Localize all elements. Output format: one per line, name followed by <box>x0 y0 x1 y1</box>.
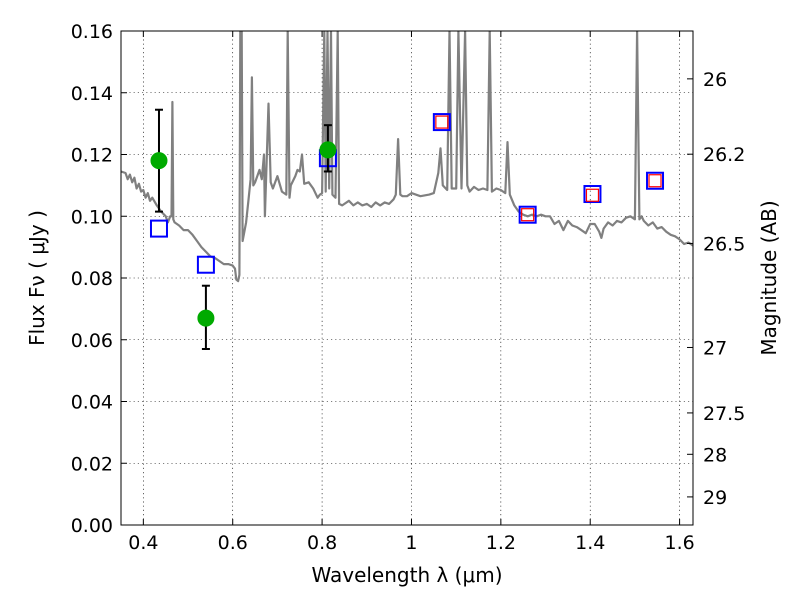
y-tick-label: 0.12 <box>71 145 113 167</box>
right-tick-label: 28 <box>703 444 727 466</box>
y-tick-label: 0.08 <box>71 268 113 290</box>
x-axis-label: Wavelength λ (μm) <box>311 563 502 587</box>
observed-photometry-point <box>197 309 215 327</box>
model-photometry-square <box>646 171 665 190</box>
right-tick-label: 26.2 <box>703 144 745 166</box>
grid-lines <box>121 30 693 526</box>
observed-photometry-point <box>150 152 168 170</box>
model-photometry-square <box>196 255 215 274</box>
spectrum-line <box>121 31 693 283</box>
right-tick-label: 26 <box>703 69 727 91</box>
y-tick-label: 0.04 <box>71 392 113 414</box>
axis-ticks: 0.4 0.6 0.8 1 1.2 1.4 1.6 0.00 0.02 0.04 0.06 0.08 0… <box>71 21 746 554</box>
x-tick-label: 0.6 <box>218 532 248 554</box>
observed-photometry-point <box>319 141 337 159</box>
x-tick-label: 0.4 <box>128 532 158 554</box>
x-tick-label: 0.8 <box>307 532 337 554</box>
right-tick-label: 29 <box>703 487 727 509</box>
x-tick-label: 1 <box>405 532 417 554</box>
right-tick-label: 27 <box>703 337 727 359</box>
y-tick-label: 0.02 <box>71 453 113 475</box>
y-tick-label: 0.06 <box>71 330 113 352</box>
model-photometry-square <box>432 113 451 132</box>
right-tick-label: 26.5 <box>703 233 745 255</box>
model-photometry-square <box>518 205 537 224</box>
model-photometry-square <box>583 185 602 204</box>
observed-photometry-square <box>521 208 535 222</box>
right-tick-label: 27.5 <box>703 403 745 425</box>
y-axis-label: Flux Fν ( μJy ) <box>25 210 49 346</box>
x-tick-label: 1.6 <box>664 532 694 554</box>
y-tick-label: 0.14 <box>71 83 113 105</box>
y-tick-label: 0.00 <box>71 515 113 537</box>
y-axis-right-label: Magnitude (AB) <box>757 200 781 355</box>
observed-photometry-square <box>435 115 449 129</box>
x-tick-label: 1.4 <box>575 532 605 554</box>
y-tick-label: 0.10 <box>71 206 113 228</box>
model-photometry-square <box>149 219 168 238</box>
observed-photometry-square <box>648 174 662 188</box>
x-tick-label: 1.2 <box>486 532 516 554</box>
plot-series <box>121 31 693 351</box>
y-tick-label: 0.16 <box>71 21 113 43</box>
observed-photometry-square <box>585 188 600 202</box>
